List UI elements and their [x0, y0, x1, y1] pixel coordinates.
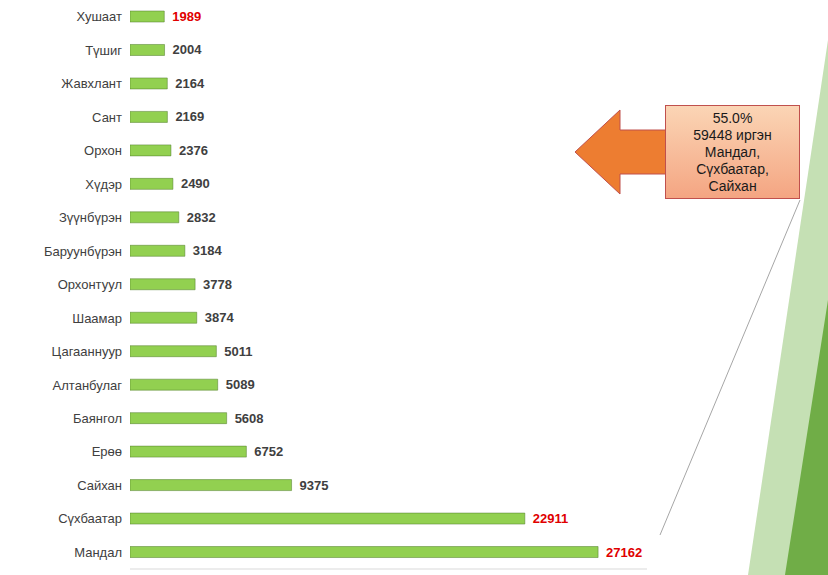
svg-text:3184: 3184: [193, 243, 223, 258]
svg-text:Сайхан: Сайхан: [77, 478, 122, 493]
svg-text:6752: 6752: [254, 444, 283, 459]
svg-text:Түшиг: Түшиг: [85, 43, 122, 58]
svg-text:Зүүнбүрэн: Зүүнбүрэн: [59, 210, 122, 225]
html-text:59448 иргэн: 59448 иргэн: [693, 126, 772, 143]
svg-text:Хүдэр: Хүдэр: [85, 177, 122, 192]
svg-text:Сант: Сант: [92, 110, 122, 125]
svg-text:Ерөө: Ерөө: [92, 444, 122, 459]
svg-text:Хушаат: Хушаат: [77, 9, 122, 24]
svg-text:2376: 2376: [179, 143, 208, 158]
svg-text:5089: 5089: [226, 377, 255, 392]
svg-text:5011: 5011: [224, 344, 252, 359]
svg-text:3778: 3778: [203, 277, 232, 292]
svg-text:Цагааннуур: Цагааннуур: [52, 344, 123, 359]
svg-text:Сүхбаатар: Сүхбаатар: [58, 511, 122, 526]
svg-text:27162: 27162: [606, 545, 642, 560]
html-text:55.0%: 55.0%: [712, 109, 753, 126]
svg-text:2004: 2004: [173, 42, 203, 57]
svg-text:5608: 5608: [235, 411, 264, 426]
svg-text:Орхон: Орхон: [84, 143, 122, 158]
svg-text:Алтанбулаг: Алтанбулаг: [53, 378, 123, 393]
svg-text:22911: 22911: [533, 511, 568, 526]
svg-text:2832: 2832: [187, 210, 216, 225]
svg-text:2490: 2490: [181, 176, 210, 191]
svg-text:9375: 9375: [300, 478, 329, 493]
svg-text:Баянгол: Баянгол: [73, 411, 122, 426]
html-text:Мандал, Сүхбаатар, Сайхан: Мандал, Сүхбаатар, Сайхан: [696, 143, 769, 194]
svg-text:2164: 2164: [175, 76, 205, 91]
svg-text:Жавхлант: Жавхлант: [61, 76, 122, 91]
svg-text:2169: 2169: [175, 109, 204, 124]
svg-text:Орхонтуул: Орхонтуул: [58, 277, 122, 292]
svg-text:Шаамар: Шаамар: [72, 311, 122, 326]
svg-text:3874: 3874: [205, 310, 235, 325]
svg-text:Баруунбүрэн: Баруунбүрэн: [44, 244, 122, 259]
svg-text:Мандал: Мандал: [74, 545, 122, 560]
svg-text:1989: 1989: [172, 9, 201, 24]
